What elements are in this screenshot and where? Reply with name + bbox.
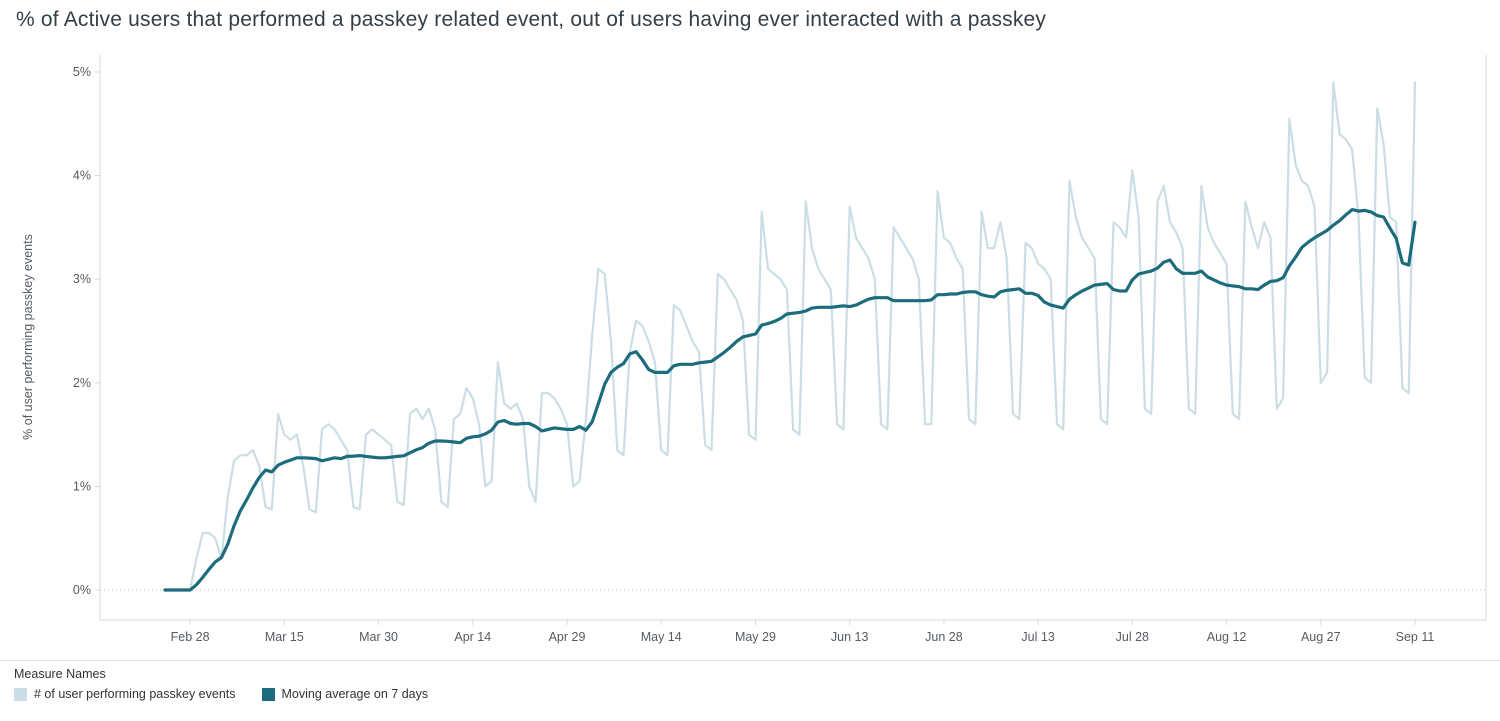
x-tick-label: Jun 28 bbox=[925, 630, 963, 644]
y-tick-label: 3% bbox=[73, 272, 91, 286]
x-tick-label: Aug 27 bbox=[1301, 630, 1341, 644]
x-tick-label: Jul 28 bbox=[1116, 630, 1149, 644]
daily-series-line[interactable] bbox=[163, 81, 1417, 592]
y-tick-label: 2% bbox=[73, 376, 91, 390]
legend-title: Measure Names bbox=[14, 667, 106, 681]
x-tick-label: Apr 29 bbox=[549, 630, 586, 644]
x-tick-label: Mar 15 bbox=[265, 630, 304, 644]
y-tick-label: 4% bbox=[73, 169, 91, 183]
x-tick-label: May 29 bbox=[735, 630, 776, 644]
legend-label-moving-average: Moving average on 7 days bbox=[281, 687, 429, 701]
y-axis-title: % of user performing passkey events bbox=[21, 234, 35, 440]
y-tick-label: 1% bbox=[73, 479, 91, 493]
x-tick-label: Jun 13 bbox=[831, 630, 869, 644]
x-tick-label: Apr 14 bbox=[454, 630, 491, 644]
legend-swatch-daily-series bbox=[14, 687, 27, 701]
x-tick-label: Sep 11 bbox=[1396, 630, 1435, 644]
legend-swatch-moving-average bbox=[261, 687, 275, 701]
x-tick-label: Jul 13 bbox=[1021, 630, 1054, 644]
y-tick-label: 0% bbox=[73, 583, 91, 597]
x-tick-label: May 14 bbox=[641, 630, 682, 644]
x-tick-label: Aug 12 bbox=[1207, 630, 1247, 644]
line-chart[interactable]: 0% 1% 2% 3% 4% 5% Feb 28 Mar 15 Mar 30 Apr 14 Apr … bbox=[0, 0, 1500, 660]
x-tick-label: Mar 30 bbox=[359, 630, 398, 644]
chart-title: % of Active users that performed a passk… bbox=[16, 8, 1047, 31]
moving-average-line[interactable] bbox=[163, 208, 1417, 592]
legend: Measure Names # of user performing passk… bbox=[0, 660, 1500, 721]
legend-item-moving-average[interactable]: Moving average on 7 days bbox=[261, 687, 429, 701]
legend-label-daily-series: # of user performing passkey events bbox=[34, 687, 236, 701]
x-tick-label: Feb 28 bbox=[171, 630, 210, 644]
y-tick-label: 5% bbox=[73, 65, 91, 79]
legend-item-daily-series[interactable]: # of user performing passkey events bbox=[14, 687, 236, 701]
legend-items: # of user performing passkey events Movi… bbox=[14, 687, 1486, 701]
